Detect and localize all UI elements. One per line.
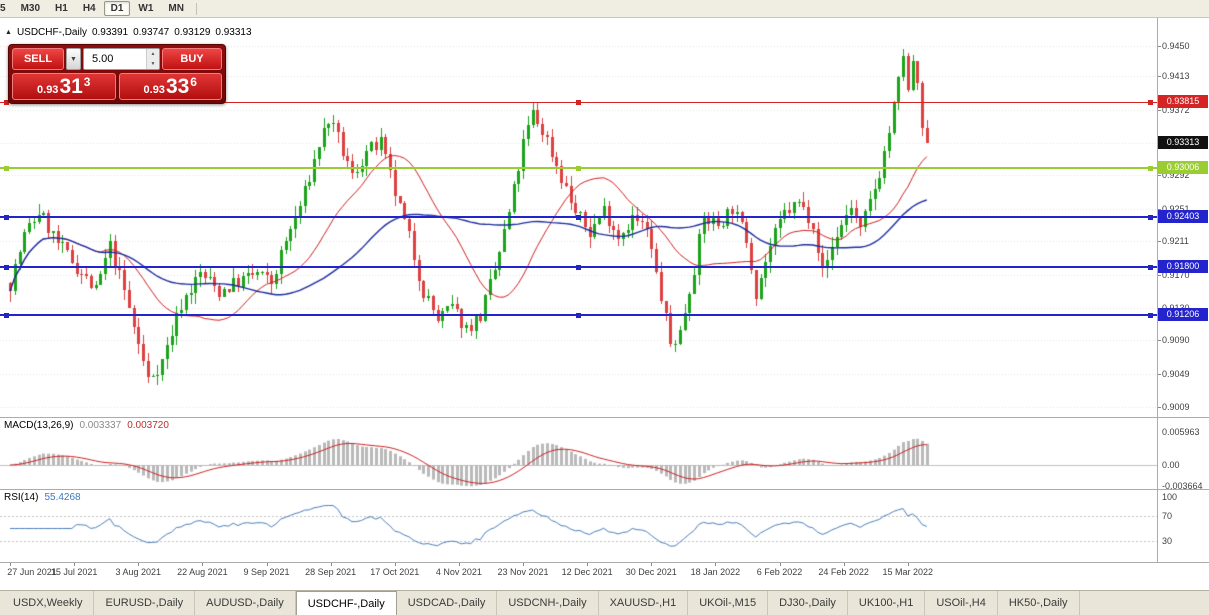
line-handle[interactable]: [1148, 313, 1153, 318]
line-handle[interactable]: [4, 265, 9, 270]
timeframe-button-h4[interactable]: H4: [82, 3, 96, 14]
chart-title: ▲ USDCHF-,Daily 0.93391 0.93747 0.93129 …: [5, 27, 252, 38]
panel-splitter[interactable]: [0, 489, 1209, 490]
volume-increment-button[interactable]: ▲: [147, 49, 159, 59]
volume-input[interactable]: [84, 49, 146, 69]
macd-signal-value: 0.003720: [127, 420, 169, 431]
chart-tab-bar: USDX,Weekly EURUSD-,Daily AUDUSD-,Daily USD…: [0, 590, 1209, 615]
line-handle[interactable]: [4, 166, 9, 171]
chart-tab-eurusd-daily[interactable]: EURUSD-,Daily: [94, 591, 196, 615]
rsi-value: 55.4268: [44, 492, 81, 503]
line-handle[interactable]: [576, 100, 581, 105]
timeframe-button-w1[interactable]: W1: [138, 3, 154, 14]
sell-button[interactable]: SELL: [12, 48, 64, 70]
line-handle[interactable]: [576, 313, 581, 318]
ohlc-open: 0.93391: [91, 27, 129, 38]
timeframe-button-5[interactable]: 5: [0, 3, 6, 14]
price-axis-border: [1157, 18, 1158, 562]
rsi-indicator-label: RSI(14) 55.4268: [4, 492, 81, 503]
line-handle[interactable]: [4, 313, 9, 318]
line-handle[interactable]: [1148, 265, 1153, 270]
timeframe-button-m30[interactable]: M30: [20, 3, 41, 14]
collapse-panel-icon[interactable]: ▲: [5, 29, 12, 36]
chevron-down-icon: ▼: [70, 55, 77, 63]
timeframe-button-d1[interactable]: D1: [103, 1, 131, 16]
panel-splitter[interactable]: [0, 417, 1209, 418]
chart-tab-dj30-daily[interactable]: DJ30-,Daily: [768, 591, 848, 615]
timeframe-button-h1[interactable]: H1: [55, 3, 68, 14]
line-handle[interactable]: [1148, 166, 1153, 171]
ohlc-close: 0.93313: [215, 27, 252, 38]
date-axis-border: [0, 562, 1209, 563]
buy-price-sup: 6: [190, 74, 197, 89]
chart-tab-usdx-weekly[interactable]: USDX,Weekly: [2, 591, 95, 615]
chart-tab-audusd-daily[interactable]: AUDUSD-,Daily: [195, 591, 296, 615]
timeframe-button-mn[interactable]: MN: [168, 3, 184, 14]
chart-tab-usoil-h4[interactable]: USOil-,H4: [925, 591, 998, 615]
ohlc-high: 0.93747: [133, 27, 170, 38]
macd-name: MACD(13,26,9): [4, 420, 74, 431]
sell-price-sup: 3: [83, 74, 91, 89]
line-handle[interactable]: [1148, 215, 1153, 220]
sell-price-big: 31: [59, 75, 83, 98]
line-handle[interactable]: [576, 265, 581, 270]
toolbar-separator: [195, 2, 197, 15]
volume-dropdown-button[interactable]: ▼: [66, 48, 81, 70]
line-handle[interactable]: [4, 100, 9, 105]
buy-price-button[interactable]: 0.93 33 6: [118, 73, 222, 100]
buy-price-big: 33: [165, 75, 190, 98]
sell-price-button[interactable]: 0.93 31 3: [12, 73, 116, 100]
volume-decrement-button[interactable]: ▼: [147, 59, 159, 69]
buy-button[interactable]: BUY: [162, 48, 222, 70]
chart-tab-ukoil-m15[interactable]: UKOil-,M15: [688, 591, 769, 615]
ohlc-low: 0.93129: [174, 27, 211, 38]
macd-indicator-label: MACD(13,26,9) 0.003337 0.003720: [4, 420, 169, 431]
chart-tab-usdcnh-daily[interactable]: USDCNH-,Daily: [497, 591, 599, 615]
chart-symbol-label: USDCHF-,Daily: [16, 27, 87, 38]
sell-price-prefix: 0.93: [37, 84, 59, 96]
line-handle[interactable]: [4, 215, 9, 220]
line-handle[interactable]: [576, 166, 581, 171]
line-handle[interactable]: [1148, 100, 1153, 105]
chart-tab-xauusd-h1[interactable]: XAUUSD-,H1: [599, 591, 689, 615]
chart-tab-uk100-h1[interactable]: UK100-,H1: [848, 591, 926, 615]
volume-field: ▲ ▼: [83, 48, 160, 70]
chart-tab-hk50-daily[interactable]: HK50-,Daily: [998, 591, 1080, 615]
line-handle[interactable]: [576, 215, 581, 220]
volume-spinner: ▲ ▼: [146, 49, 159, 69]
buy-price-prefix: 0.93: [143, 84, 165, 96]
chart-tab-usdcad-daily[interactable]: USDCAD-,Daily: [397, 591, 498, 615]
timeframe-toolbar: 5 M30 H1 H4 D1 W1 MN: [0, 0, 1209, 18]
rsi-name: RSI(14): [4, 492, 39, 503]
macd-main-value: 0.003337: [79, 420, 122, 431]
chart-tab-usdchf-daily[interactable]: USDCHF-,Daily: [295, 591, 397, 615]
